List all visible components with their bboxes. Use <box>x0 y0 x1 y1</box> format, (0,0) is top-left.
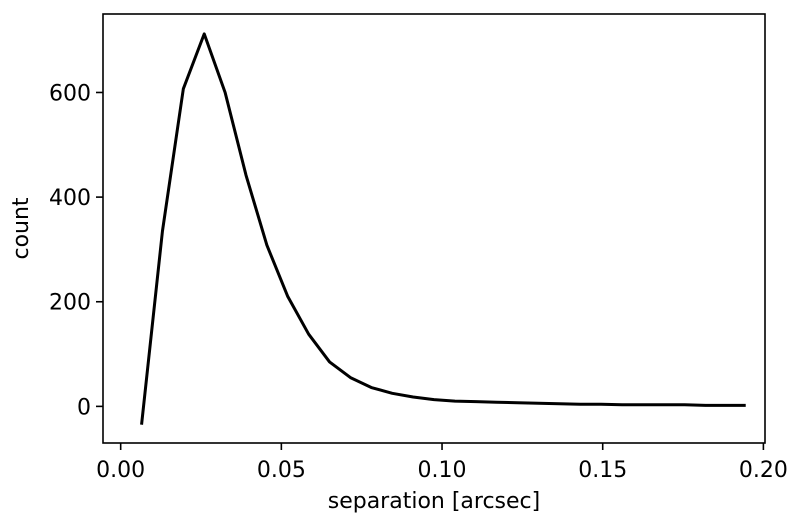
series-line <box>140 32 746 425</box>
y-tick-label: 400 <box>49 186 91 211</box>
x-tick-label: 0.10 <box>418 458 467 483</box>
y-tick-label: 0 <box>77 395 91 420</box>
x-tick-label: 0.05 <box>257 458 306 483</box>
y-tick-label: 200 <box>49 291 91 316</box>
x-tick-label: 0.20 <box>739 458 788 483</box>
y-axis-label: count <box>9 197 34 259</box>
y-axis-ticks: 0 200 400 600 <box>49 81 103 420</box>
y-tick-label: 600 <box>49 81 91 106</box>
x-axis-ticks: 0.00 0.05 0.10 0.15 0.20 <box>96 443 788 483</box>
x-axis-label: separation [arcsec] <box>328 489 541 514</box>
x-tick-label: 0.15 <box>578 458 627 483</box>
x-tick-label: 0.00 <box>96 458 145 483</box>
plot-frame <box>102 13 766 444</box>
